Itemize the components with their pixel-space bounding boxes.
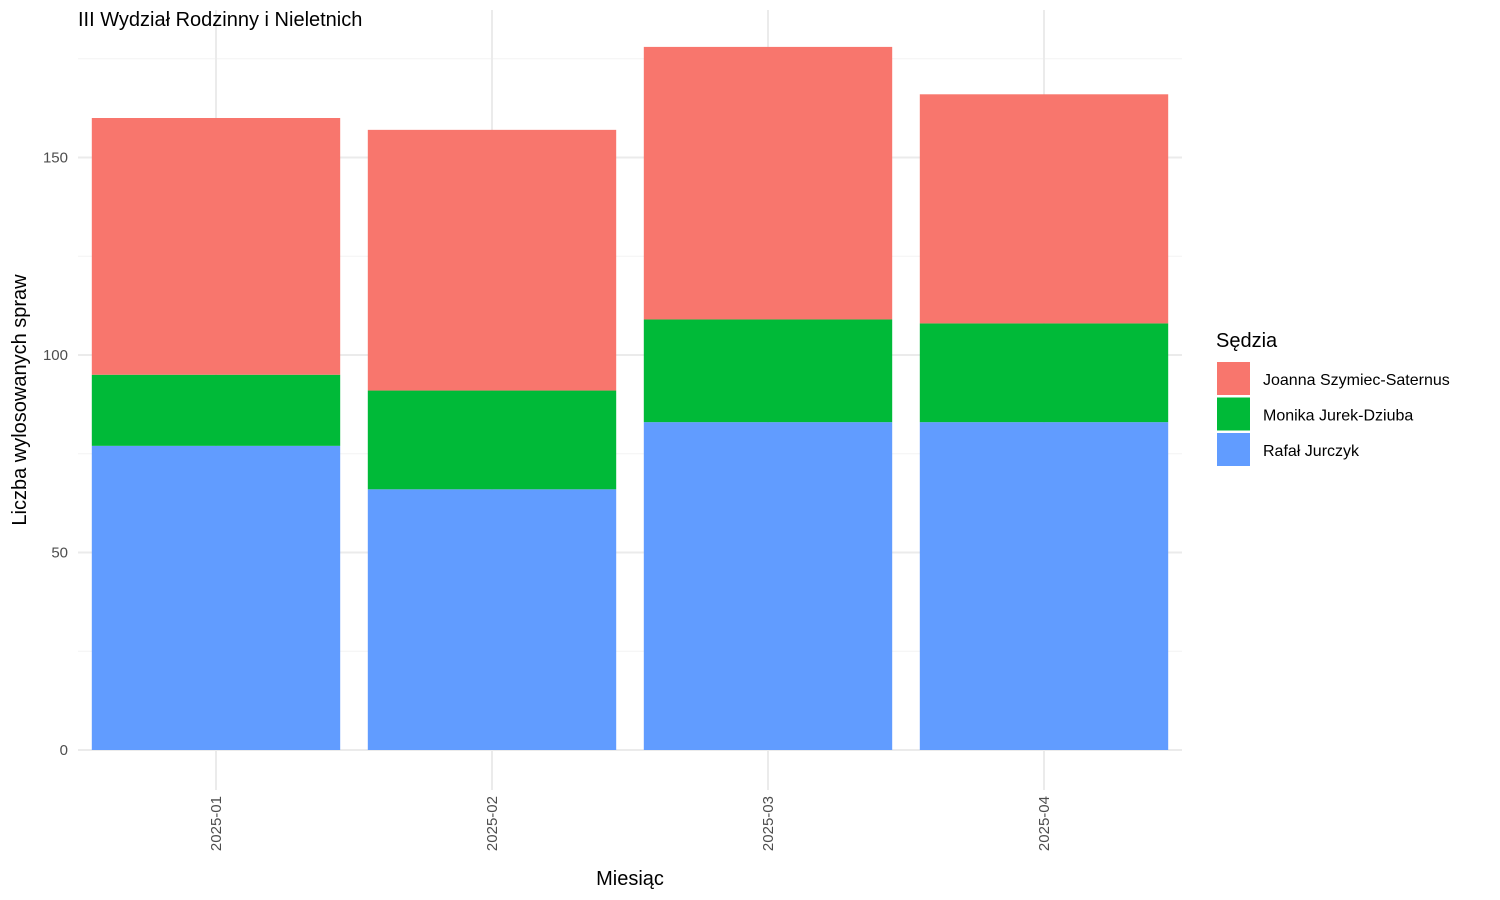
bar-segment (367, 390, 617, 490)
bar-segment (91, 374, 341, 446)
legend-title: Sędzia (1216, 330, 1278, 352)
legend: Sędzia Joanna Szymiec-Saternus Monika Jur… (1216, 330, 1450, 466)
y-tick-label: 0 (60, 742, 68, 759)
legend-label: Monika Jurek-Dziuba (1263, 408, 1413, 425)
bar-segment (91, 118, 341, 375)
bar-segment (643, 46, 893, 320)
axes-layer: 0 50 100 150 2025-01 2025-02 2025-03 2025-04 (43, 150, 1053, 852)
bar-segment (919, 422, 1169, 750)
chart-title: III Wydział Rodzinny i Nieletnich (78, 9, 362, 31)
bar-segment (919, 323, 1169, 423)
legend-items: Joanna Szymiec-Saternus Monika Jurek-Dziu… (1217, 362, 1450, 466)
bar-segment (367, 129, 617, 391)
x-tick-label: 2025-01 (208, 796, 225, 851)
bars-layer (91, 46, 1169, 750)
x-tick-label: 2025-04 (1036, 796, 1053, 851)
x-tick-label: 2025-02 (484, 796, 501, 851)
bar-segment (919, 94, 1169, 324)
x-axis-title: Miesiąc (596, 868, 664, 890)
x-tick-label: 2025-03 (760, 796, 777, 851)
bar-segment (91, 445, 341, 750)
y-tick-label: 100 (43, 347, 68, 364)
y-axis-title: Liczba wylosowanych spraw (9, 274, 31, 526)
bar-segment (367, 489, 617, 750)
legend-swatch (1217, 397, 1250, 431)
legend-label: Rafał Jurczyk (1263, 443, 1360, 460)
legend-swatch (1217, 362, 1250, 395)
legend-label: Joanna Szymiec-Saternus (1263, 372, 1450, 389)
bar-segment (643, 422, 893, 750)
bar-segment (643, 319, 893, 423)
y-tick-label: 150 (43, 150, 68, 167)
legend-swatch (1217, 433, 1250, 466)
y-tick-label: 50 (51, 545, 68, 562)
